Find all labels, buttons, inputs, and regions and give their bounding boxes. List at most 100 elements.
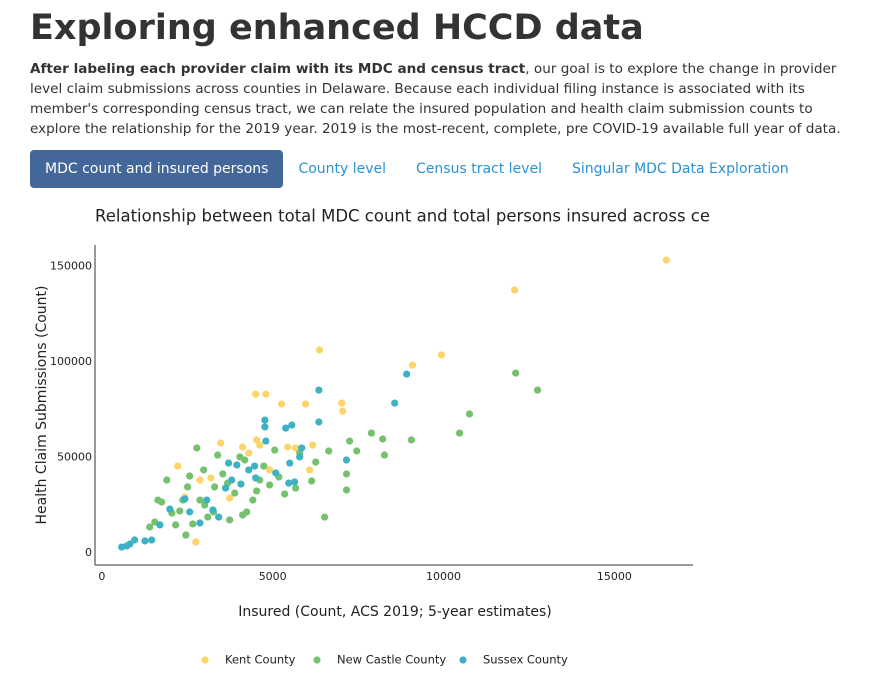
point: [296, 453, 304, 461]
point: [207, 474, 215, 482]
point: [282, 424, 290, 432]
point: [237, 480, 245, 488]
x-tick-label: 10000: [426, 570, 461, 583]
point: [261, 423, 269, 431]
point: [272, 469, 280, 477]
tab[interactable]: Singular MDC Data Exploration: [571, 161, 789, 177]
point: [456, 429, 464, 437]
point: [367, 429, 376, 437]
x-tick-label: 0: [98, 570, 105, 583]
point: [148, 536, 156, 544]
intro-lead: After labeling each provider claim with …: [30, 61, 526, 77]
page-title: Exploring enhanced HCCD data: [30, 8, 644, 48]
point: [241, 456, 249, 464]
point: [189, 520, 197, 528]
point: [281, 490, 289, 498]
point: [262, 437, 270, 445]
point: [226, 494, 234, 502]
x-tick-label: 5000: [259, 570, 287, 583]
point: [204, 513, 212, 521]
point: [345, 437, 354, 445]
point: [166, 505, 174, 513]
point: [339, 407, 347, 415]
point: [209, 506, 217, 514]
point: [192, 538, 200, 546]
point: [260, 462, 268, 470]
point: [408, 361, 417, 369]
point: [315, 346, 324, 354]
chart-title: Relationship between total MDC count and…: [95, 207, 710, 226]
point: [203, 496, 211, 504]
point: [226, 516, 234, 524]
point: [172, 521, 180, 529]
legend-marker: [201, 656, 209, 664]
point: [342, 456, 351, 464]
point: [380, 451, 389, 459]
legend-label: Sussex County: [483, 653, 568, 667]
point: [286, 459, 294, 467]
chart: Relationship between total MDC count and…: [34, 207, 710, 667]
point: [342, 470, 351, 478]
point: [437, 351, 446, 359]
point: [407, 436, 416, 444]
point: [250, 462, 259, 470]
point: [156, 521, 164, 529]
x-tick-label: 15000: [597, 570, 632, 583]
point: [312, 458, 320, 466]
point: [239, 443, 247, 451]
point: [253, 487, 261, 495]
point: [200, 466, 208, 474]
tab[interactable]: MDC count and insured persons: [30, 150, 284, 188]
point: [182, 531, 190, 539]
point: [291, 444, 300, 452]
point: [231, 489, 239, 497]
point: [321, 513, 329, 521]
point: [245, 466, 253, 474]
point: [353, 447, 361, 455]
point: [403, 370, 411, 378]
point: [298, 444, 306, 452]
point: [342, 486, 351, 494]
point: [214, 451, 222, 459]
point: [284, 443, 292, 451]
point: [245, 449, 253, 457]
point: [249, 496, 257, 504]
point: [118, 543, 126, 551]
legend-label: New Castle County: [337, 653, 446, 667]
legend-label: Kent County: [225, 653, 296, 667]
point: [193, 444, 201, 452]
point: [219, 470, 227, 478]
tabs: MDC count and insured persons County leve…: [30, 150, 804, 188]
point: [315, 418, 323, 426]
point: [163, 476, 171, 484]
point: [196, 519, 204, 527]
point: [391, 399, 399, 407]
intro: After labeling each provider claim with …: [30, 59, 860, 139]
point: [217, 439, 225, 447]
point: [291, 484, 300, 492]
point: [131, 536, 139, 544]
point: [285, 479, 293, 487]
tab[interactable]: Census tract level: [416, 161, 542, 177]
point: [141, 537, 149, 545]
point: [252, 474, 260, 482]
tab[interactable]: County level: [298, 161, 387, 177]
point: [511, 286, 519, 294]
intro-text: , our goal is to explore the change in p…: [30, 61, 841, 137]
point: [305, 466, 314, 474]
point: [225, 459, 233, 467]
point: [233, 461, 241, 469]
y-tick-label: 150000: [50, 260, 92, 273]
point: [146, 523, 154, 531]
point: [309, 441, 317, 449]
point: [261, 416, 269, 424]
point: [196, 496, 204, 504]
legend-marker: [459, 656, 467, 664]
point: [512, 369, 520, 377]
y-axis-title: Health Claim Submissions (Count): [34, 286, 50, 525]
point: [184, 483, 192, 491]
point: [379, 435, 387, 443]
point: [174, 462, 182, 470]
point: [288, 421, 296, 429]
